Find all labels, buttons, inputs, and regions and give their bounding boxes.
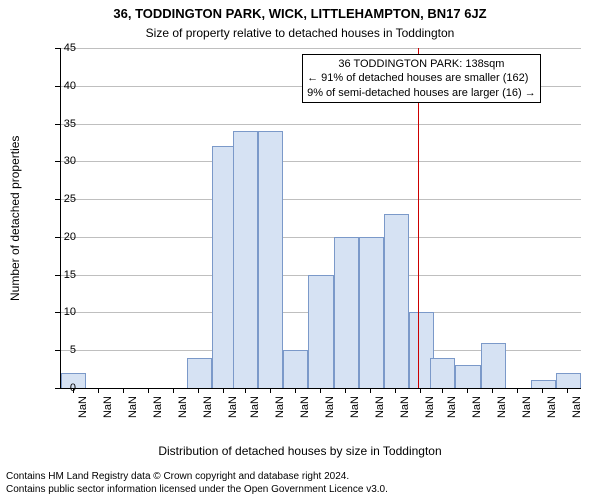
xtick-mark	[270, 388, 271, 393]
xtick-label: NaN	[446, 396, 458, 418]
xtick-label: NaN	[471, 396, 483, 418]
histogram-bar	[308, 275, 333, 388]
xtick-label: NaN	[227, 396, 239, 418]
histogram-bar	[531, 380, 556, 388]
gridline	[61, 199, 581, 200]
histogram-bar	[334, 237, 359, 388]
gridline	[61, 237, 581, 238]
xtick-mark	[370, 388, 371, 393]
xtick-mark	[245, 388, 246, 393]
xtick-mark	[320, 388, 321, 393]
xtick-mark	[98, 388, 99, 393]
xtick-label: NaN	[324, 396, 336, 418]
histogram-bar	[455, 365, 480, 388]
ytick-mark	[55, 124, 60, 125]
xtick-label: NaN	[349, 396, 361, 418]
xtick-label: NaN	[521, 396, 533, 418]
ytick-mark	[55, 237, 60, 238]
xtick-label: NaN	[274, 396, 286, 418]
xtick-mark	[123, 388, 124, 393]
attribution: Contains HM Land Registry data © Crown c…	[6, 471, 594, 496]
xtick-mark	[492, 388, 493, 393]
ytick-mark	[55, 48, 60, 49]
y-axis-label: Number of detached properties	[8, 135, 22, 300]
xtick-mark	[73, 388, 74, 393]
ytick-label: 35	[46, 118, 76, 130]
histogram-bar	[283, 350, 308, 388]
histogram-bar	[187, 358, 212, 388]
ytick-label: 5	[46, 344, 76, 356]
xtick-mark	[420, 388, 421, 393]
gridline	[61, 48, 581, 49]
annotation-box: 36 TODDINGTON PARK: 138sqm ← 91% of deta…	[302, 54, 541, 103]
xtick-label: NaN	[424, 396, 436, 418]
gridline	[61, 161, 581, 162]
xtick-label: NaN	[399, 396, 411, 418]
histogram-bar	[384, 214, 409, 388]
xtick-label: NaN	[546, 396, 558, 418]
annotation-line1: 36 TODDINGTON PARK: 138sqm	[307, 57, 536, 71]
xtick-label: NaN	[249, 396, 261, 418]
attribution-line1: Contains HM Land Registry data © Crown c…	[6, 471, 594, 484]
histogram-bar	[481, 343, 506, 388]
annotation-line3: 9% of semi-detached houses are larger (1…	[307, 86, 536, 100]
chart-title: 36, TODDINGTON PARK, WICK, LITTLEHAMPTON…	[0, 6, 600, 21]
histogram-bar	[556, 373, 581, 388]
histogram-bar	[258, 131, 283, 388]
ytick-mark	[55, 388, 60, 389]
xtick-label: NaN	[102, 396, 114, 418]
ytick-label: 15	[46, 269, 76, 281]
ytick-label: 30	[46, 155, 76, 167]
xtick-mark	[467, 388, 468, 393]
ytick-label: 40	[46, 80, 76, 92]
xtick-mark	[223, 388, 224, 393]
xtick-mark	[567, 388, 568, 393]
xtick-label: NaN	[152, 396, 164, 418]
ytick-label: 20	[46, 231, 76, 243]
ytick-label: 0	[46, 382, 76, 394]
ytick-mark	[55, 275, 60, 276]
histogram-bar	[430, 358, 455, 388]
xtick-mark	[542, 388, 543, 393]
xtick-mark	[198, 388, 199, 393]
ytick-mark	[55, 86, 60, 87]
ytick-label: 45	[46, 42, 76, 54]
gridline	[61, 124, 581, 125]
attribution-line2: Contains public sector information licen…	[6, 484, 594, 497]
xtick-label: NaN	[299, 396, 311, 418]
ytick-mark	[55, 161, 60, 162]
xtick-mark	[173, 388, 174, 393]
ytick-mark	[55, 350, 60, 351]
xtick-label: NaN	[496, 396, 508, 418]
xtick-mark	[148, 388, 149, 393]
xtick-label: NaN	[177, 396, 189, 418]
xtick-mark	[442, 388, 443, 393]
chart-subtitle: Size of property relative to detached ho…	[0, 26, 600, 40]
xtick-label: NaN	[127, 396, 139, 418]
xtick-label: NaN	[77, 396, 89, 418]
xtick-mark	[295, 388, 296, 393]
xtick-mark	[345, 388, 346, 393]
xtick-mark	[517, 388, 518, 393]
xtick-mark	[395, 388, 396, 393]
xtick-label: NaN	[202, 396, 214, 418]
histogram-bar	[359, 237, 384, 388]
annotation-line2: ← 91% of detached houses are smaller (16…	[307, 71, 536, 85]
ytick-mark	[55, 199, 60, 200]
ytick-label: 10	[46, 306, 76, 318]
xtick-label: NaN	[571, 396, 583, 418]
xtick-label: NaN	[374, 396, 386, 418]
histogram-bar	[233, 131, 258, 388]
ytick-label: 25	[46, 193, 76, 205]
x-axis-label: Distribution of detached houses by size …	[0, 444, 600, 458]
ytick-mark	[55, 312, 60, 313]
